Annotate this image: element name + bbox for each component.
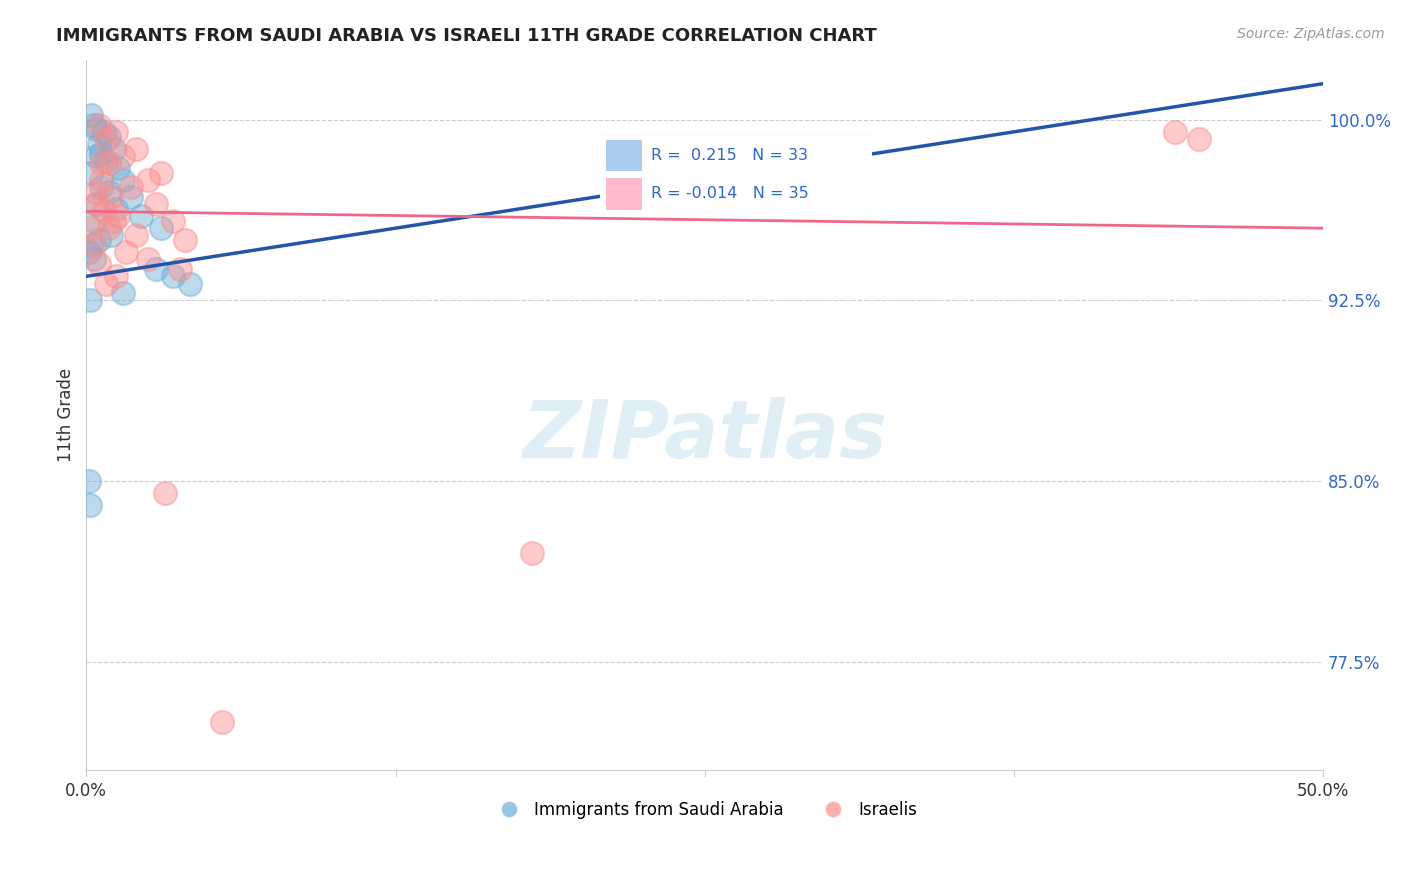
Point: [83, 252, 105, 267]
Point: [87, 233, 110, 247]
Point: [104, 202, 127, 216]
Point: [112, 286, 135, 301]
Point: [83, 238, 105, 252]
Point: [80, 166, 103, 180]
Point: [112, 149, 135, 163]
Point: [162, 214, 184, 228]
Text: ZIPatlas: ZIPatlas: [522, 397, 887, 475]
Legend: Immigrants from Saudi Arabia, Israelis: Immigrants from Saudi Arabia, Israelis: [485, 794, 924, 826]
Point: [145, 197, 167, 211]
Point: [84, 197, 107, 211]
Point: [120, 180, 142, 194]
Point: [87, 136, 110, 151]
Point: [83, 118, 105, 132]
Point: [90, 180, 112, 194]
Point: [84, 185, 107, 199]
Point: [100, 228, 122, 243]
Point: [80, 238, 103, 252]
Point: [174, 233, 197, 247]
Point: [87, 118, 110, 132]
Point: [112, 173, 135, 187]
Point: [1188, 132, 1211, 146]
Point: [100, 190, 122, 204]
Text: Source: ZipAtlas.com: Source: ZipAtlas.com: [1237, 27, 1385, 41]
Point: [120, 190, 142, 204]
Point: [97, 156, 120, 170]
Point: [90, 173, 112, 187]
Point: [179, 277, 201, 291]
Point: [84, 122, 107, 136]
Point: [211, 714, 233, 729]
Point: [104, 269, 127, 284]
Point: [84, 149, 107, 163]
Text: IMMIGRANTS FROM SAUDI ARABIA VS ISRAELI 11TH GRADE CORRELATION CHART: IMMIGRANTS FROM SAUDI ARABIA VS ISRAELI …: [56, 27, 877, 45]
Point: [93, 125, 115, 139]
Point: [77, 474, 100, 488]
Point: [155, 486, 177, 500]
Point: [90, 146, 112, 161]
Point: [107, 209, 129, 223]
Point: [1164, 125, 1187, 139]
Point: [84, 197, 107, 211]
Point: [77, 245, 100, 260]
Point: [149, 166, 172, 180]
Point: [79, 293, 101, 308]
Point: [80, 108, 103, 122]
Point: [104, 125, 127, 139]
Point: [80, 221, 103, 235]
Point: [162, 269, 184, 284]
Point: [83, 214, 105, 228]
Point: [87, 257, 110, 271]
Point: [94, 132, 117, 146]
Point: [149, 221, 172, 235]
Point: [136, 252, 159, 267]
Point: [103, 214, 125, 228]
Point: [125, 142, 148, 156]
Point: [169, 262, 191, 277]
Point: [90, 156, 112, 170]
Point: [93, 204, 115, 219]
Point: [79, 498, 101, 512]
Point: [145, 262, 167, 277]
Point: [97, 129, 120, 144]
Point: [107, 161, 129, 175]
Point: [97, 185, 120, 199]
Point: [125, 228, 148, 243]
Point: [103, 142, 125, 156]
Point: [94, 153, 117, 168]
Point: [129, 209, 152, 223]
Point: [94, 277, 117, 291]
Y-axis label: 11th Grade: 11th Grade: [58, 368, 75, 462]
Point: [136, 173, 159, 187]
Point: [97, 221, 120, 235]
Point: [520, 546, 543, 560]
Point: [115, 245, 138, 260]
